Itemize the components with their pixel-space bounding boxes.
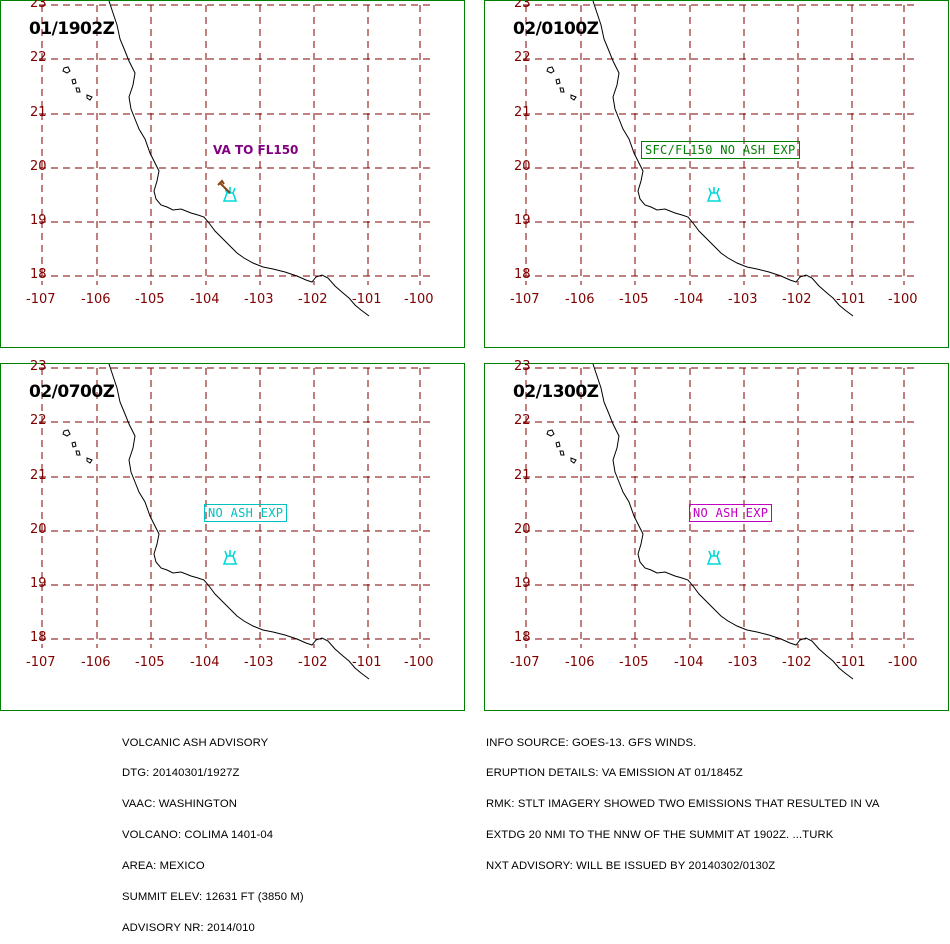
advisory-detail-line: EXTDG 20 NMI TO THE NNW OF THE SUMMIT AT… <box>486 829 834 842</box>
forecast-ash-label: NO ASH EXP <box>689 504 773 522</box>
panel-valid-time: 01/1902Z <box>29 19 115 39</box>
advisory-line: AREA: MEXICO <box>122 860 205 873</box>
latitude-label: 20 <box>514 159 531 174</box>
longitude-label: -107 <box>510 655 540 670</box>
forecast-panel: 01/1902Z 23 22 21 20 19 18 -107 -106 -105 -104 -103… <box>0 0 465 348</box>
latitude-label: 20 <box>514 522 531 537</box>
forecast-panel: 02/0700Z 23 22 21 20 19 18 -107 -106 -105 -104 -103… <box>0 359 465 711</box>
latitude-label: 23 <box>30 359 47 374</box>
latitude-label: 23 <box>30 0 47 11</box>
advisory-detail-line: NXT ADVISORY: WILL BE ISSUED BY 20140302… <box>486 860 776 873</box>
longitude-label: -104 <box>190 655 220 670</box>
longitude-label: -107 <box>26 655 56 670</box>
advisory-line: VOLCANIC ASH ADVISORY <box>122 736 269 749</box>
longitude-label: -101 <box>352 655 382 670</box>
latitude-label: 21 <box>30 468 47 483</box>
forecast-panel: 02/1300Z 23 22 21 20 19 18 -107 -106 -105 -104 -103… <box>484 359 949 711</box>
longitude-label: -106 <box>81 292 111 307</box>
longitude-label: -105 <box>619 655 649 670</box>
longitude-label: -102 <box>298 655 328 670</box>
longitude-label: -107 <box>510 292 540 307</box>
panel-valid-time: 02/0100Z <box>513 19 599 39</box>
longitude-label: -105 <box>619 292 649 307</box>
coastline <box>592 364 854 680</box>
longitude-label: -103 <box>728 292 758 307</box>
advisory-line: SUMMIT ELEV: 12631 FT (3850 M) <box>122 891 304 904</box>
longitude-label: -104 <box>674 292 704 307</box>
revillagigedo-islands <box>546 66 577 101</box>
map-canvas <box>523 364 915 680</box>
advisory-detail-line: RMK: STLT IMAGERY SHOWED TWO EMISSIONS T… <box>486 798 880 811</box>
latitude-label: 23 <box>514 0 531 11</box>
longitude-label: -103 <box>728 655 758 670</box>
ash-extent-marker <box>217 179 231 194</box>
latitude-label: 18 <box>30 267 47 282</box>
latitude-label: 19 <box>30 213 47 228</box>
coastline <box>592 1 854 317</box>
observed-ash-label: VA TO FL150 <box>213 143 299 157</box>
latitude-label: 18 <box>30 630 47 645</box>
advisory-header-block: VOLCANIC ASH ADVISORY DTG: 20140301/1927… <box>122 717 304 944</box>
latitude-label: 19 <box>514 576 531 591</box>
longitude-label: -106 <box>81 655 111 670</box>
latitude-label: 22 <box>30 413 47 428</box>
longitude-label: -100 <box>404 292 434 307</box>
advisory-details-block: INFO SOURCE: GOES-13. GFS WINDS. ERUPTIO… <box>486 717 880 882</box>
longitude-label: -106 <box>565 655 595 670</box>
latitude-label: 19 <box>30 576 47 591</box>
latitude-label: 20 <box>30 159 47 174</box>
latitude-label: 20 <box>30 522 47 537</box>
longitude-label: -104 <box>190 292 220 307</box>
advisory-line: DTG: 20140301/1927Z <box>122 767 240 780</box>
advisory-line: VAAC: WASHINGTON <box>122 798 237 811</box>
volcano-icon <box>706 187 722 202</box>
longitude-label: -101 <box>352 292 382 307</box>
latitude-label: 21 <box>514 468 531 483</box>
longitude-label: -100 <box>888 655 918 670</box>
latitude-label: 21 <box>30 105 47 120</box>
latitude-label: 22 <box>30 50 47 65</box>
latitude-label: 18 <box>514 630 531 645</box>
longitude-label: -102 <box>782 655 812 670</box>
volcano-icon <box>222 187 238 202</box>
forecast-ash-label: NO ASH EXP <box>204 504 288 522</box>
latitude-label: 22 <box>514 413 531 428</box>
longitude-label: -104 <box>674 655 704 670</box>
longitude-label: -102 <box>782 292 812 307</box>
revillagigedo-islands <box>546 429 577 464</box>
volcano-icon <box>706 550 722 565</box>
revillagigedo-islands <box>62 429 93 464</box>
latitude-label: 23 <box>514 359 531 374</box>
latitude-label: 18 <box>514 267 531 282</box>
map-canvas <box>39 364 431 680</box>
volcano-icon <box>222 550 238 565</box>
longitude-label: -101 <box>836 292 866 307</box>
map-canvas <box>523 1 915 317</box>
forecast-panel: 02/0100Z 23 22 21 20 19 18 -107 -106 -105 -104 -103… <box>484 0 949 348</box>
longitude-label: -101 <box>836 655 866 670</box>
map-canvas <box>39 1 431 317</box>
longitude-label: -107 <box>26 292 56 307</box>
panel-valid-time: 02/0700Z <box>29 382 115 402</box>
forecast-ash-label: SFC/FL150 NO ASH EXP <box>641 141 800 159</box>
latitude-label: 19 <box>514 213 531 228</box>
longitude-label: -100 <box>888 292 918 307</box>
latitude-label: 21 <box>514 105 531 120</box>
revillagigedo-islands <box>62 66 93 101</box>
longitude-label: -105 <box>135 655 165 670</box>
advisory-detail-line: ERUPTION DETAILS: VA EMISSION AT 01/1845… <box>486 767 743 780</box>
latitude-label: 22 <box>514 50 531 65</box>
coastline <box>108 1 370 317</box>
longitude-label: -100 <box>404 655 434 670</box>
longitude-label: -102 <box>298 292 328 307</box>
advisory-detail-line: INFO SOURCE: GOES-13. GFS WINDS. <box>486 736 697 749</box>
panel-valid-time: 02/1300Z <box>513 382 599 402</box>
longitude-label: -103 <box>244 292 274 307</box>
coastline <box>108 364 370 680</box>
longitude-label: -103 <box>244 655 274 670</box>
longitude-label: -105 <box>135 292 165 307</box>
longitude-label: -106 <box>565 292 595 307</box>
advisory-line: ADVISORY NR: 2014/010 <box>122 921 255 934</box>
advisory-line: VOLCANO: COLIMA 1401-04 <box>122 829 274 842</box>
